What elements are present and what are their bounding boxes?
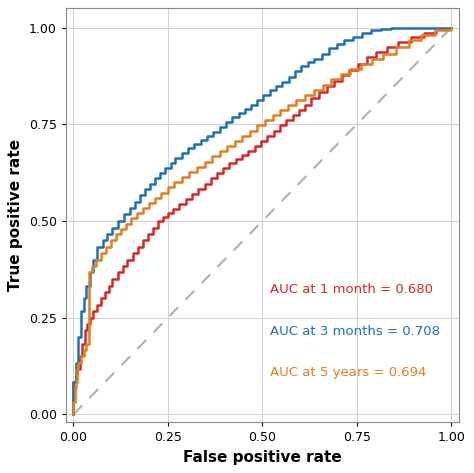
Text: AUC at 5 years = 0.694: AUC at 5 years = 0.694: [270, 366, 427, 379]
X-axis label: False positive rate: False positive rate: [183, 450, 342, 464]
Text: AUC at 3 months = 0.708: AUC at 3 months = 0.708: [270, 324, 440, 338]
Text: AUC at 1 month = 0.680: AUC at 1 month = 0.680: [270, 283, 433, 296]
Y-axis label: True positive rate: True positive rate: [9, 139, 23, 291]
